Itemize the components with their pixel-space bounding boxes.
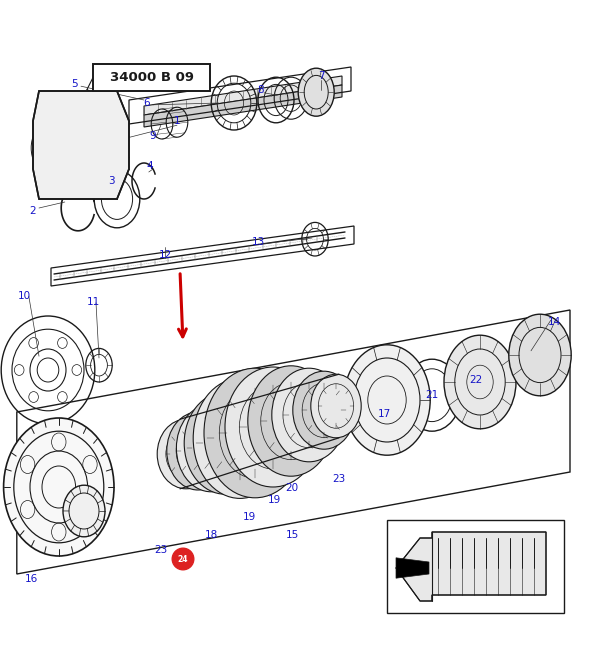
Text: 8: 8: [257, 85, 265, 95]
Circle shape: [172, 548, 194, 570]
Text: 6: 6: [143, 98, 151, 108]
Polygon shape: [33, 91, 129, 199]
Ellipse shape: [344, 345, 430, 455]
Text: 23: 23: [154, 545, 167, 555]
Text: 20: 20: [286, 483, 299, 493]
Polygon shape: [144, 76, 342, 115]
Text: 4: 4: [146, 161, 154, 171]
Text: 17: 17: [377, 409, 391, 419]
Text: 34000 B 09: 34000 B 09: [110, 71, 193, 84]
Text: 18: 18: [205, 530, 218, 540]
Ellipse shape: [167, 412, 229, 490]
Bar: [387, 520, 564, 613]
Text: 16: 16: [25, 574, 38, 584]
Text: 11: 11: [86, 297, 100, 307]
Ellipse shape: [272, 368, 346, 462]
Text: 12: 12: [158, 250, 172, 260]
Ellipse shape: [63, 485, 105, 537]
Text: 5: 5: [71, 79, 79, 89]
Text: 15: 15: [286, 530, 299, 540]
Ellipse shape: [176, 404, 246, 492]
Ellipse shape: [293, 371, 355, 449]
Bar: [93, 64, 210, 91]
Text: 13: 13: [251, 237, 265, 247]
Text: 1: 1: [173, 116, 181, 126]
Ellipse shape: [204, 368, 306, 498]
Text: 3: 3: [107, 176, 115, 186]
Text: 19: 19: [242, 512, 256, 522]
Text: 22: 22: [469, 375, 482, 385]
Ellipse shape: [4, 418, 114, 556]
Text: 24: 24: [178, 554, 188, 564]
Polygon shape: [396, 532, 546, 601]
Text: 2: 2: [29, 206, 37, 216]
Ellipse shape: [298, 68, 334, 116]
Text: 10: 10: [17, 291, 31, 301]
Text: 19: 19: [268, 495, 281, 505]
Text: 9: 9: [149, 131, 157, 141]
Ellipse shape: [311, 374, 361, 438]
Ellipse shape: [184, 392, 266, 494]
Polygon shape: [396, 558, 429, 578]
Polygon shape: [144, 85, 342, 127]
Text: 7: 7: [317, 71, 325, 81]
Ellipse shape: [444, 335, 516, 429]
Ellipse shape: [193, 379, 287, 499]
Ellipse shape: [509, 314, 571, 396]
Ellipse shape: [157, 419, 215, 489]
Ellipse shape: [248, 366, 334, 476]
Ellipse shape: [225, 367, 321, 487]
Text: 23: 23: [332, 474, 346, 484]
Text: 21: 21: [425, 390, 439, 400]
Text: 14: 14: [548, 317, 561, 327]
